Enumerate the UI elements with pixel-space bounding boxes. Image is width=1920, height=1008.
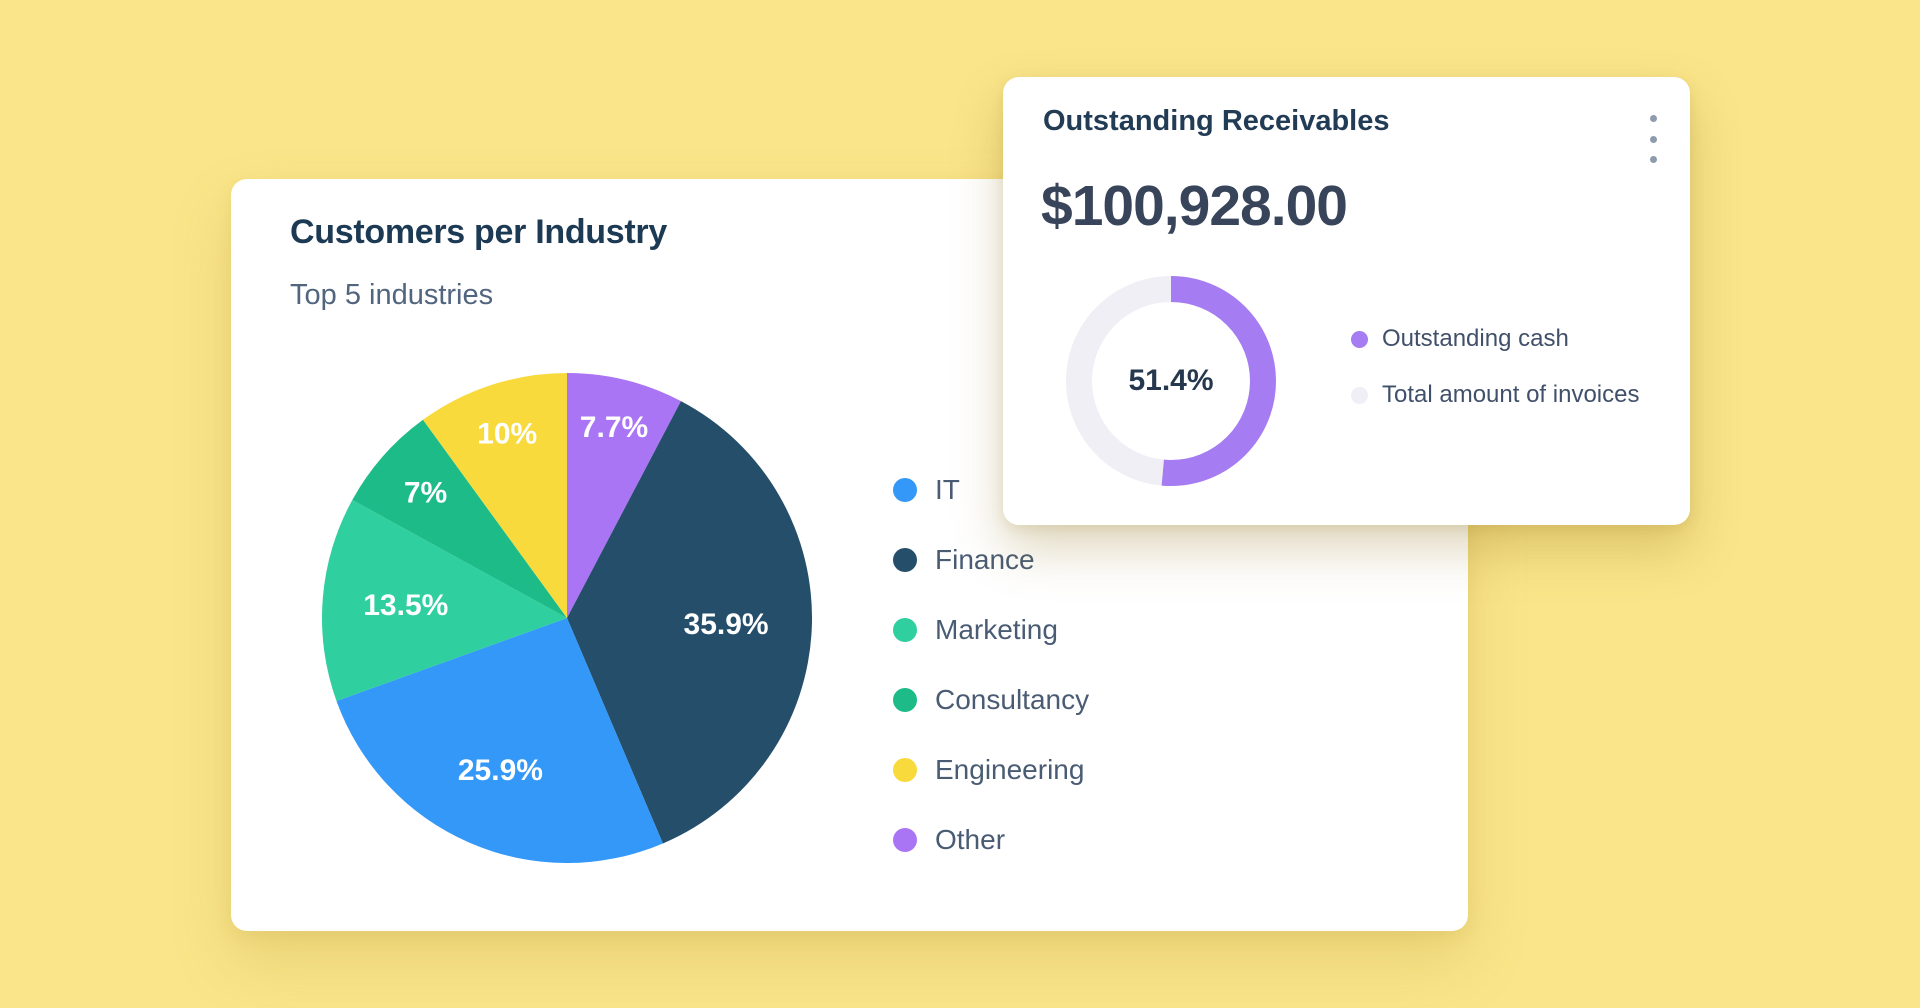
legend-dot-marketing <box>893 618 917 642</box>
receivables-card-title: Outstanding Receivables <box>1043 105 1390 137</box>
pie-slice-other[interactable] <box>567 373 681 618</box>
customers-card-subtitle: Top 5 industries <box>290 279 494 311</box>
legend-dot-consultancy <box>893 688 917 712</box>
customers-card-title: Customers per Industry <box>290 213 667 251</box>
pie-slice-label-consultancy: 7% <box>404 477 447 510</box>
pie-slice-label-marketing: 13.5% <box>363 589 448 622</box>
legend-label: IT <box>935 474 960 505</box>
donut-legend-item-outstanding-cash[interactable]: Outstanding cash <box>1351 311 1639 367</box>
legend-dot-engineering <box>893 758 917 782</box>
pie-slice-finance[interactable] <box>567 401 812 844</box>
kebab-dot <box>1649 156 1657 163</box>
pie-legend: IT Finance Marketing Consultancy Engineering… <box>893 455 1089 875</box>
pie-slice-label-it: 25.9% <box>458 754 543 787</box>
legend-label: Marketing <box>935 614 1058 645</box>
pie-slice-label-other: 7.7% <box>580 411 648 444</box>
pie-slice-marketing[interactable] <box>322 499 567 701</box>
kebab-dot <box>1649 115 1657 122</box>
legend-item-consultancy[interactable]: Consultancy <box>893 665 1089 735</box>
donut-legend-label: Outstanding cash <box>1382 325 1569 352</box>
donut-chart[interactable]: 51.4% <box>1065 275 1277 487</box>
legend-dot-it <box>893 478 917 502</box>
donut-center-label: 51.4% <box>1128 364 1214 397</box>
legend-label: Other <box>935 824 1006 855</box>
legend-item-finance[interactable]: Finance <box>893 525 1089 595</box>
legend-dot-other <box>893 828 917 852</box>
kebab-menu-icon[interactable] <box>1639 113 1667 165</box>
pie-slice-engineering[interactable] <box>422 373 567 618</box>
receivables-card: Outstanding Receivables $100,928.00 51.4… <box>1003 77 1690 525</box>
pie-slice-it[interactable] <box>336 618 663 863</box>
receivables-amount: $100,928.00 <box>1041 174 1348 238</box>
legend-label: Finance <box>935 544 1035 575</box>
donut-legend-item-total-amount-of-invoices[interactable]: Total amount of invoices <box>1351 367 1639 423</box>
pie-slice-label-engineering: 10% <box>477 417 537 450</box>
legend-item-it[interactable]: IT <box>893 455 1089 525</box>
legend-item-engineering[interactable]: Engineering <box>893 735 1089 805</box>
kebab-dot <box>1649 135 1657 143</box>
donut-legend-dot <box>1351 330 1368 348</box>
donut-legend-dot <box>1351 386 1368 404</box>
legend-dot-finance <box>893 548 917 572</box>
pie-slice-consultancy[interactable] <box>352 419 567 618</box>
pie-slice-label-finance: 35.9% <box>684 608 769 641</box>
legend-label: Engineering <box>935 754 1085 785</box>
legend-label: Consultancy <box>935 684 1090 715</box>
donut-legend-label: Total amount of invoices <box>1382 381 1640 408</box>
donut-arc-outstanding-cash <box>1066 276 1276 486</box>
pie-chart[interactable]: 7.7% 35.9% 25.9% 13.5% 7% 10% <box>322 373 812 863</box>
donut-legend: Outstanding cash Total amount of invoices <box>1351 311 1639 423</box>
legend-item-marketing[interactable]: Marketing <box>893 595 1089 665</box>
legend-item-other[interactable]: Other <box>893 805 1089 875</box>
